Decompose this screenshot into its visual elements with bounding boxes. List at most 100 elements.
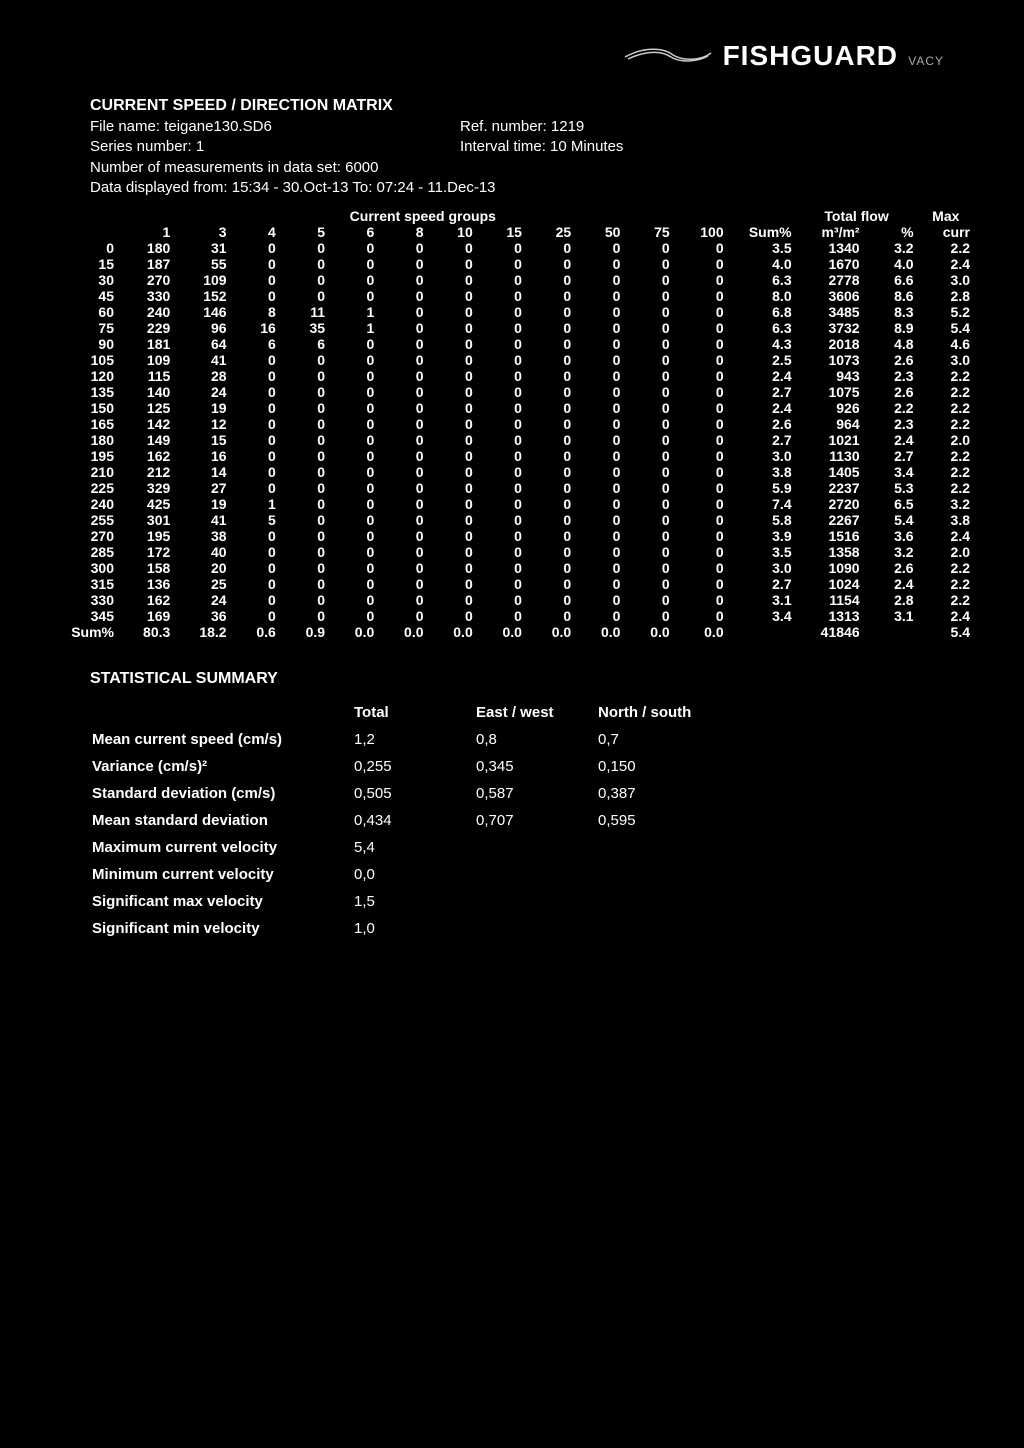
table-row: 2851724000000000003.513583.22.0 — [50, 544, 974, 560]
table-row: 60240146811100000006.834858.35.2 — [50, 304, 974, 320]
col-header: 3 — [174, 224, 230, 240]
direction-label: 180 — [50, 432, 118, 448]
table-row: 1201152800000000002.49432.32.2 — [50, 368, 974, 384]
summary-row: Minimum current velocity0,0 — [92, 862, 718, 887]
summary-label: Minimum current velocity — [92, 862, 352, 887]
brand-header: FISHGUARD VACY — [50, 40, 974, 72]
table-row: 3001582000000000003.010902.62.2 — [50, 560, 974, 576]
col-header: 6 — [329, 224, 378, 240]
header-file: File name: teigane130.SD6 — [90, 117, 460, 137]
col-header: 100 — [674, 224, 728, 240]
direction-label: 90 — [50, 336, 118, 352]
brand-swoosh-icon — [623, 45, 713, 67]
direction-label: 300 — [50, 560, 118, 576]
summary-col-header: Total — [354, 700, 474, 725]
max-header: Max — [918, 208, 974, 224]
col-header: 75 — [624, 224, 673, 240]
header-series: Series number: 1 — [90, 137, 460, 157]
direction-label: 330 — [50, 592, 118, 608]
direction-label: 285 — [50, 544, 118, 560]
direction-label: 270 — [50, 528, 118, 544]
summary-label: Mean current speed (cm/s) — [92, 727, 352, 752]
document-header: CURRENT SPEED / DIRECTION MATRIX File na… — [90, 97, 974, 198]
direction-label: 135 — [50, 384, 118, 400]
direction-label: 195 — [50, 448, 118, 464]
table-row: 3151362500000000002.710242.42.2 — [50, 576, 974, 592]
direction-label: 45 — [50, 288, 118, 304]
direction-label: 60 — [50, 304, 118, 320]
sum-row: Sum%80.318.20.60.90.00.00.00.00.00.00.00… — [50, 624, 974, 640]
table-row: 75229961635100000006.337328.95.4 — [50, 320, 974, 336]
col-header: 50 — [575, 224, 624, 240]
table-row: 2553014150000000005.822675.43.8 — [50, 512, 974, 528]
summary-label: Standard deviation (cm/s) — [92, 781, 352, 806]
summary-row: Significant min velocity1,0 — [92, 916, 718, 941]
table-row: 151875500000000004.016704.02.4 — [50, 256, 974, 272]
table-row: 1351402400000000002.710752.62.2 — [50, 384, 974, 400]
table-row: 3027010900000000006.327786.63.0 — [50, 272, 974, 288]
summary-col-header: East / west — [476, 700, 596, 725]
col-header: 25 — [526, 224, 575, 240]
summary-label: Significant min velocity — [92, 916, 352, 941]
summary-label: Maximum current velocity — [92, 835, 352, 860]
direction-label: 75 — [50, 320, 118, 336]
col-header: curr — [918, 224, 974, 240]
summary-row: Maximum current velocity5,4 — [92, 835, 718, 860]
header-range: Data displayed from: 15:34 - 30.Oct-13 T… — [90, 178, 974, 198]
col-header: 1 — [118, 224, 174, 240]
speed-direction-matrix: Current speed groupsTotal flowMax1345681… — [50, 208, 974, 640]
brand-sub: VACY — [908, 54, 944, 68]
direction-label: 105 — [50, 352, 118, 368]
direction-label: 165 — [50, 416, 118, 432]
summary-label: Significant max velocity — [92, 889, 352, 914]
table-row: 901816466000000004.320184.84.6 — [50, 336, 974, 352]
summary-row: Mean standard deviation0,4340,7070,595 — [92, 808, 718, 833]
direction-label: 225 — [50, 480, 118, 496]
col-header: 8 — [378, 224, 427, 240]
table-row: 1801491500000000002.710212.42.0 — [50, 432, 974, 448]
table-row: 01803100000000003.513403.22.2 — [50, 240, 974, 256]
summary-row: Variance (cm/s)²0,2550,3450,150 — [92, 754, 718, 779]
table-row: 2102121400000000003.814053.42.2 — [50, 464, 974, 480]
direction-label: 15 — [50, 256, 118, 272]
table-row: 3301622400000000003.111542.82.2 — [50, 592, 974, 608]
sum-label: Sum% — [50, 624, 118, 640]
table-row: 2701953800000000003.915163.62.4 — [50, 528, 974, 544]
page-title: CURRENT SPEED / DIRECTION MATRIX — [90, 97, 974, 115]
summary-row: Standard deviation (cm/s)0,5050,5870,387 — [92, 781, 718, 806]
summary-table: TotalEast / westNorth / southMean curren… — [90, 698, 720, 943]
direction-label: 210 — [50, 464, 118, 480]
summary-row: Significant max velocity1,5 — [92, 889, 718, 914]
table-row: 2253292700000000005.922375.32.2 — [50, 480, 974, 496]
table-row: 3451693600000000003.413133.12.4 — [50, 608, 974, 624]
header-ref: Ref. number: 1219 — [460, 117, 974, 137]
group-header: Current speed groups — [118, 208, 728, 224]
summary-label: Mean standard deviation — [92, 808, 352, 833]
table-row: 1051094100000000002.510732.63.0 — [50, 352, 974, 368]
direction-label: 30 — [50, 272, 118, 288]
summary-col-header: North / south — [598, 700, 718, 725]
table-row: 1501251900000000002.49262.22.2 — [50, 400, 974, 416]
col-header: 4 — [231, 224, 280, 240]
totalflow-header: Total flow — [796, 208, 918, 224]
direction-label: 120 — [50, 368, 118, 384]
table-row: 1651421200000000002.69642.32.2 — [50, 416, 974, 432]
direction-label: 255 — [50, 512, 118, 528]
statistical-summary: STATISTICAL SUMMARY TotalEast / westNort… — [90, 670, 974, 943]
header-interval: Interval time: 10 Minutes — [460, 137, 974, 157]
col-header: % — [864, 224, 918, 240]
direction-label: 345 — [50, 608, 118, 624]
table-row: 4533015200000000008.036068.62.8 — [50, 288, 974, 304]
table-row: 1951621600000000003.011302.72.2 — [50, 448, 974, 464]
col-header: m³/m² — [796, 224, 864, 240]
table-row: 2404251910000000007.427206.53.2 — [50, 496, 974, 512]
col-header: Sum% — [728, 224, 796, 240]
summary-row: Mean current speed (cm/s)1,20,80,7 — [92, 727, 718, 752]
direction-label: 0 — [50, 240, 118, 256]
brand-name: FISHGUARD — [723, 40, 898, 71]
direction-label: 240 — [50, 496, 118, 512]
col-header: 5 — [280, 224, 329, 240]
col-header: 10 — [428, 224, 477, 240]
summary-label: Variance (cm/s)² — [92, 754, 352, 779]
direction-label: 315 — [50, 576, 118, 592]
